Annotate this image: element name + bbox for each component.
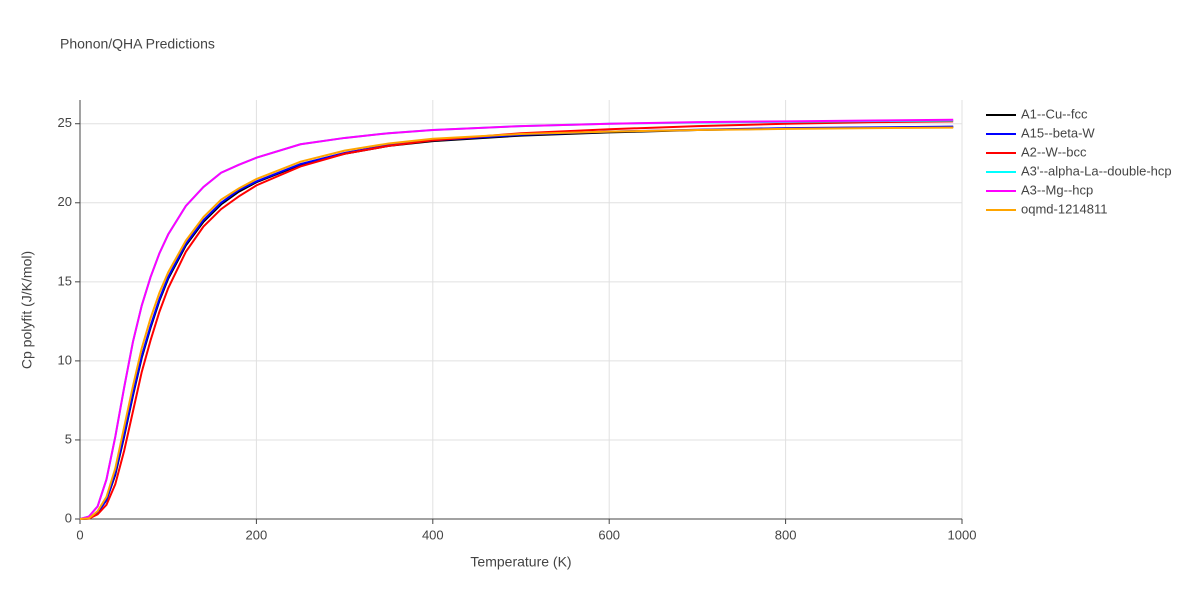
- legend-label: A1--Cu--fcc: [1021, 106, 1088, 121]
- y-axis-label: Cp polyfit (J/K/mol): [19, 251, 35, 369]
- legend-label: A15--beta-W: [1021, 125, 1095, 140]
- x-axis-label: Temperature (K): [470, 554, 571, 570]
- y-tick-label: 10: [58, 352, 72, 367]
- legend-label: oqmd-1214811: [1021, 201, 1108, 216]
- chart-title: Phonon/QHA Predictions: [60, 36, 215, 52]
- y-tick-label: 25: [58, 115, 72, 130]
- series-line: [79, 125, 954, 520]
- y-tick-label: 0: [65, 510, 72, 525]
- series-line: [79, 118, 954, 520]
- x-tick-label: 200: [246, 527, 268, 542]
- y-tick-label: 5: [65, 431, 72, 446]
- series-line: [79, 125, 954, 520]
- series-line: [79, 120, 954, 520]
- x-tick-label: 800: [775, 527, 797, 542]
- legend-label: A3'--alpha-La--double-hcp: [1021, 163, 1172, 178]
- x-tick-label: 1000: [948, 527, 977, 542]
- x-tick-label: 600: [598, 527, 620, 542]
- legend-label: A2--W--bcc: [1021, 144, 1087, 159]
- legend-label: A3--Mg--hcp: [1021, 182, 1093, 197]
- x-tick-label: 400: [422, 527, 444, 542]
- y-tick-label: 20: [58, 194, 72, 209]
- series-line: [79, 126, 954, 520]
- x-tick-label: 0: [76, 527, 83, 542]
- y-tick-label: 15: [58, 273, 72, 288]
